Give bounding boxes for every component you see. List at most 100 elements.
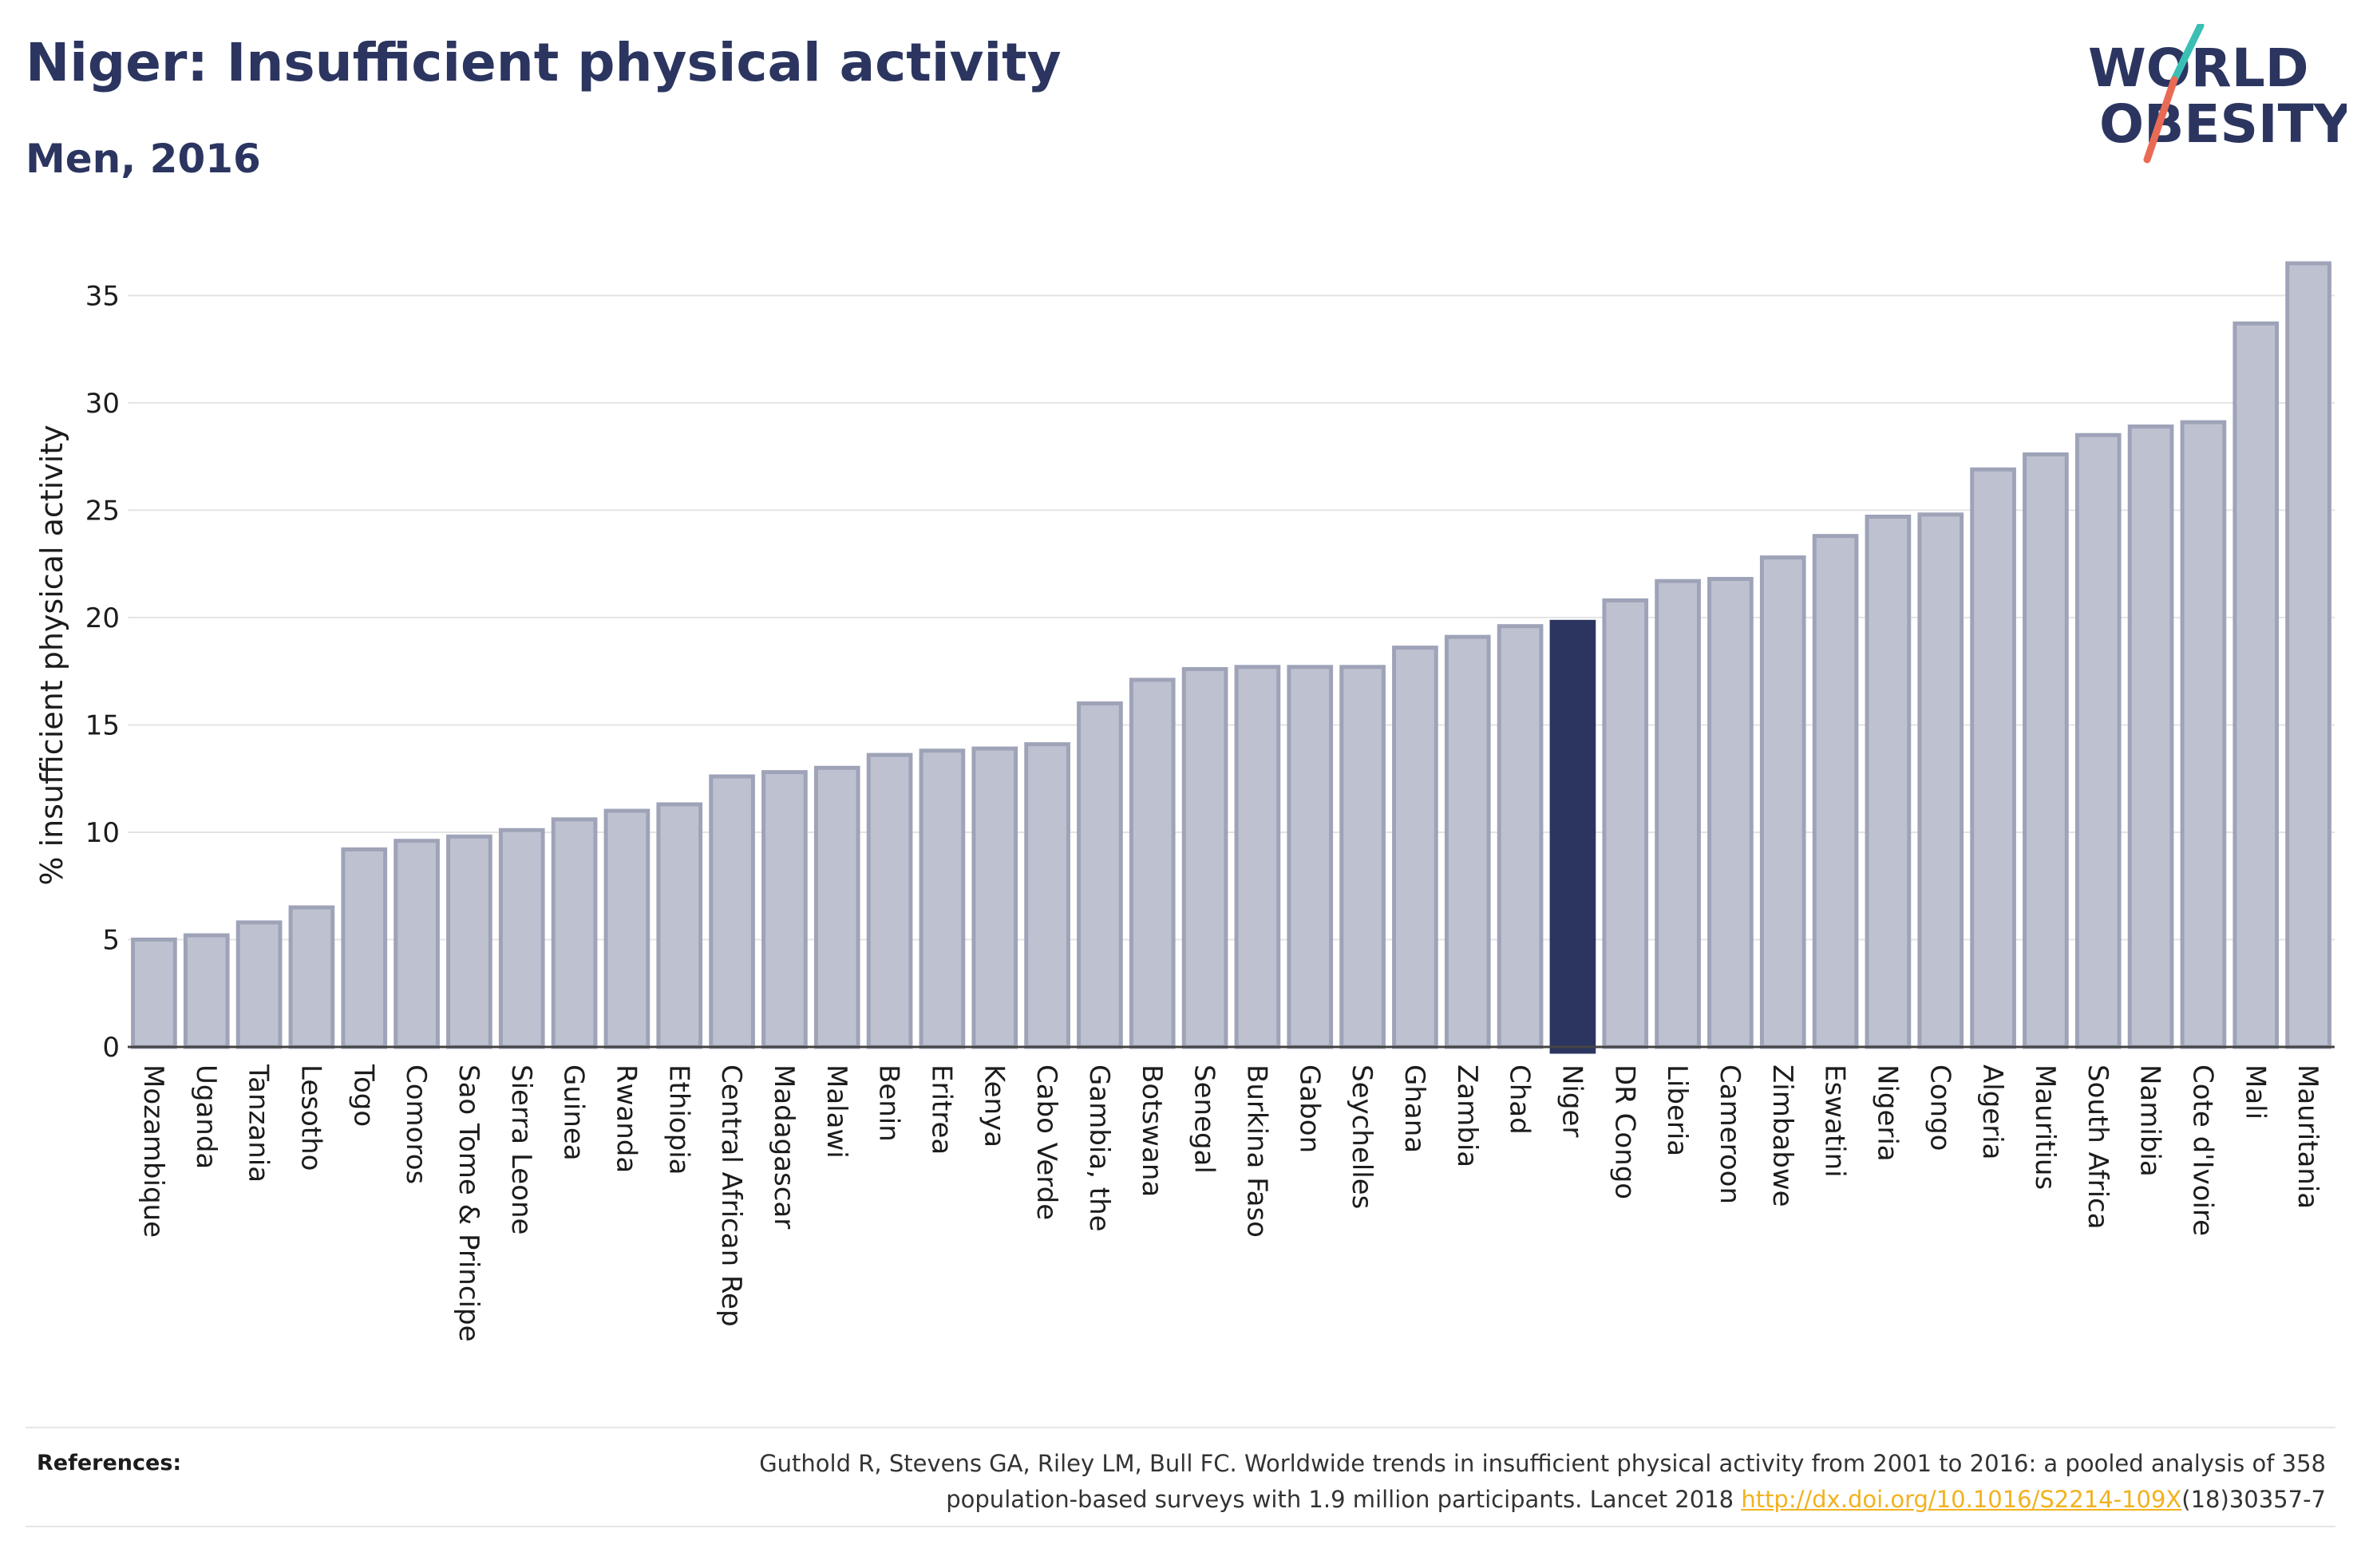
x-tick-label: Namibia xyxy=(2134,1064,2166,1177)
bar xyxy=(1970,467,2016,1049)
references-label: References: xyxy=(37,1451,182,1475)
bar xyxy=(1181,666,1228,1049)
x-tick-label: Senegal xyxy=(1188,1064,1220,1174)
x-tick-label: Zambia xyxy=(1451,1064,1483,1167)
bar xyxy=(2127,424,2174,1049)
bar xyxy=(2232,321,2280,1049)
bar xyxy=(1602,598,1649,1049)
bars xyxy=(131,261,2331,1054)
bar xyxy=(2180,420,2227,1049)
x-tick-label: Botswana xyxy=(1136,1064,1168,1197)
x-tick-label: Burkina Faso xyxy=(1240,1064,1272,1238)
logo-slash-coral xyxy=(2143,76,2178,164)
x-tick-label: Algeria xyxy=(1976,1064,2008,1159)
x-tick-label: South Africa xyxy=(2082,1064,2114,1230)
bar xyxy=(2074,432,2122,1049)
y-axis-ticks: 0 5 10 15 20 25 30 35 xyxy=(85,280,120,1064)
bar xyxy=(1339,665,1386,1049)
gridlines xyxy=(128,294,2335,941)
y-tick-label: 30 xyxy=(85,388,120,420)
bar xyxy=(1392,646,1438,1049)
bar xyxy=(1759,555,1806,1049)
logo-slash-teal xyxy=(2170,24,2205,84)
bar xyxy=(1444,634,1491,1049)
bar xyxy=(288,905,335,1049)
bar xyxy=(761,770,808,1049)
bar xyxy=(1917,512,1964,1049)
bar xyxy=(1129,677,1176,1049)
x-tick-label: Chad xyxy=(1504,1064,1536,1135)
references-line-1: Guthold R, Stevens GA, Riley LM, Bull FC… xyxy=(759,1450,2326,1477)
y-tick-label: 15 xyxy=(85,709,120,741)
bar-highlight xyxy=(1549,619,1596,1054)
x-tick-label: Cote d'Ivoire xyxy=(2186,1064,2218,1236)
x-tick-label: Ghana xyxy=(1398,1064,1430,1153)
page-title: Niger: Insufficient physical activity xyxy=(26,32,1062,93)
logo-line-obesity: OBESITY xyxy=(2099,93,2347,155)
bar xyxy=(813,765,860,1049)
x-tick-label: Malawi xyxy=(821,1064,852,1159)
y-tick-label: 0 xyxy=(102,1032,120,1064)
x-tick-label: Eritrea xyxy=(925,1064,957,1155)
x-tick-label: Togo xyxy=(347,1064,379,1127)
x-tick-label: Congo xyxy=(1924,1064,1956,1151)
x-tick-label: Gambia, the xyxy=(1083,1064,1115,1232)
x-tick-label: Ethiopia xyxy=(662,1064,694,1175)
bar xyxy=(1812,534,1859,1049)
x-tick-label: Benin xyxy=(873,1064,905,1142)
x-tick-label: Mauritania xyxy=(2292,1064,2323,1209)
x-tick-label: Eswatini xyxy=(1819,1064,1851,1178)
x-tick-label: Comoros xyxy=(400,1064,432,1184)
x-tick-label: DR Congo xyxy=(1608,1064,1640,1199)
references-text: Guthold R, Stevens GA, Riley LM, Bull FC… xyxy=(559,1446,2326,1518)
references-line-2-suffix: (18)30357-7 xyxy=(2181,1486,2326,1513)
bar xyxy=(656,802,703,1049)
bar xyxy=(1234,665,1281,1049)
bar xyxy=(603,808,651,1049)
bar xyxy=(971,746,1018,1049)
bar xyxy=(1865,514,1912,1049)
bar-chart: 0 5 10 15 20 25 30 35 Mozambique Uganda Tanzania L… xyxy=(34,261,2335,1342)
x-axis-labels: Mozambique Uganda Tanzania Lesotho Togo Comor… xyxy=(137,1064,2323,1342)
bar xyxy=(131,937,177,1049)
x-tick-label: Zimbabwe xyxy=(1766,1064,1798,1207)
x-tick-label: Sao Tome & Principe xyxy=(453,1064,484,1342)
bar xyxy=(709,774,755,1049)
bar xyxy=(1024,742,1070,1049)
bar xyxy=(235,920,283,1049)
bar xyxy=(2285,261,2331,1049)
x-tick-label: Madagascar xyxy=(768,1064,800,1229)
references-doi-link[interactable]: http://dx.doi.org/10.1016/S2214-109X xyxy=(1741,1486,2182,1513)
page-subtitle: Men, 2016 xyxy=(26,136,261,182)
x-tick-label: Nigeria xyxy=(1871,1064,1903,1162)
x-tick-label: Mauritius xyxy=(2029,1064,2061,1190)
bar xyxy=(919,748,966,1049)
world-obesity-logo: WORLD OBESITY xyxy=(2088,24,2347,164)
x-tick-label: Guinea xyxy=(558,1064,590,1161)
x-tick-label: Niger xyxy=(1556,1064,1588,1137)
bar xyxy=(394,839,440,1049)
x-tick-label: Uganda xyxy=(190,1064,222,1169)
x-tick-label: Liberia xyxy=(1661,1064,1693,1156)
x-tick-label: Rwanda xyxy=(610,1064,642,1173)
references-line-2-prefix: population-based surveys with 1.9 millio… xyxy=(946,1486,1742,1513)
y-tick-label: 35 xyxy=(85,280,120,312)
bar xyxy=(1707,576,1754,1049)
x-tick-label: Kenya xyxy=(978,1064,1010,1147)
y-tick-label: 20 xyxy=(85,602,120,634)
y-axis-label: % insufficient physical activity xyxy=(34,425,69,885)
x-tick-label: Central African Rep xyxy=(715,1064,747,1327)
y-tick-label: 25 xyxy=(85,495,120,527)
bar xyxy=(183,933,230,1049)
y-tick-label: 5 xyxy=(102,924,120,956)
bar xyxy=(866,752,913,1049)
bar xyxy=(1077,701,1123,1049)
x-tick-label: Seychelles xyxy=(1346,1064,1378,1209)
bar xyxy=(1287,665,1334,1049)
y-tick-label: 10 xyxy=(85,817,120,849)
bar xyxy=(551,817,598,1049)
bar xyxy=(1497,624,1544,1049)
bar xyxy=(446,834,492,1049)
logo-line-world: WORLD xyxy=(2088,38,2309,99)
x-tick-label: Mozambique xyxy=(137,1064,169,1238)
